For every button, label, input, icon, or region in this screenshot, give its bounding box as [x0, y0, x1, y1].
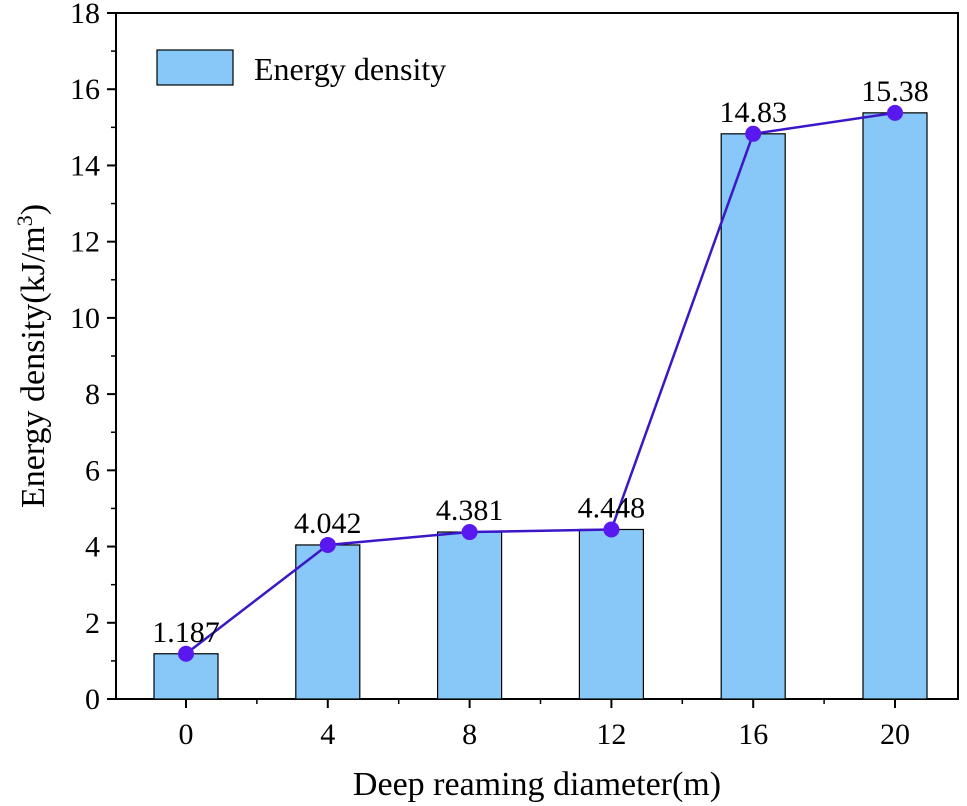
y-axis-title: Energy density(kJ/m3): [12, 204, 53, 508]
y-tick-label: 2: [85, 607, 100, 640]
y-axis-title-superscript: 3: [12, 215, 37, 226]
point-16: [745, 125, 762, 142]
data-labels-group: 1.187 4.042 4.381 4.448 14.83 15.38: [152, 75, 929, 649]
y-tick-label: 14: [70, 149, 100, 182]
x-axis-title: Deep reaming diameter(m): [353, 766, 721, 803]
x-axis-ticks: 0 4 8 12 16 20: [179, 699, 910, 751]
data-label-20: 15.38: [861, 75, 929, 108]
y-axis-title-main: Energy density(kJ/m: [15, 226, 52, 508]
y-tick-label: 0: [85, 683, 100, 716]
bar-4: [295, 544, 361, 700]
data-label-16: 14.83: [719, 96, 787, 129]
x-tick-label: 0: [179, 718, 194, 751]
y-axis-ticks: 0 2 4 6 8 10 12 14 16 18: [70, 0, 116, 716]
point-4: [319, 536, 336, 553]
legend-label: Energy density: [254, 51, 446, 87]
bars-group: [153, 112, 928, 700]
data-label-12: 4.448: [578, 491, 646, 524]
y-tick-label: 6: [85, 454, 100, 487]
x-tick-label: 20: [880, 718, 910, 751]
x-tick-label: 12: [596, 718, 626, 751]
data-label-4: 4.042: [294, 507, 362, 540]
data-label-8: 4.381: [436, 494, 504, 527]
line-group: [178, 104, 903, 662]
bar-12: [578, 528, 645, 700]
legend-swatch: [156, 49, 234, 86]
bar-20: [862, 112, 928, 700]
point-8: [461, 524, 478, 541]
y-tick-label: 8: [85, 378, 100, 411]
bar-16: [720, 133, 786, 700]
x-tick-label: 16: [738, 718, 768, 751]
data-label-0: 1.187: [152, 616, 220, 649]
legend: Energy density: [156, 49, 446, 87]
y-tick-label: 4: [85, 531, 100, 564]
point-20: [887, 104, 903, 121]
point-12: [603, 521, 620, 538]
y-axis-title-close: ): [15, 204, 52, 215]
x-tick-label: 4: [320, 718, 335, 751]
x-tick-label: 8: [462, 718, 477, 751]
y-tick-label: 12: [70, 226, 100, 259]
y-tick-label: 18: [70, 0, 100, 30]
series-line: [185, 111, 896, 655]
bar-8: [437, 531, 503, 700]
y-tick-label: 10: [70, 302, 100, 335]
y-tick-label: 16: [70, 73, 100, 106]
point-0: [178, 645, 194, 662]
